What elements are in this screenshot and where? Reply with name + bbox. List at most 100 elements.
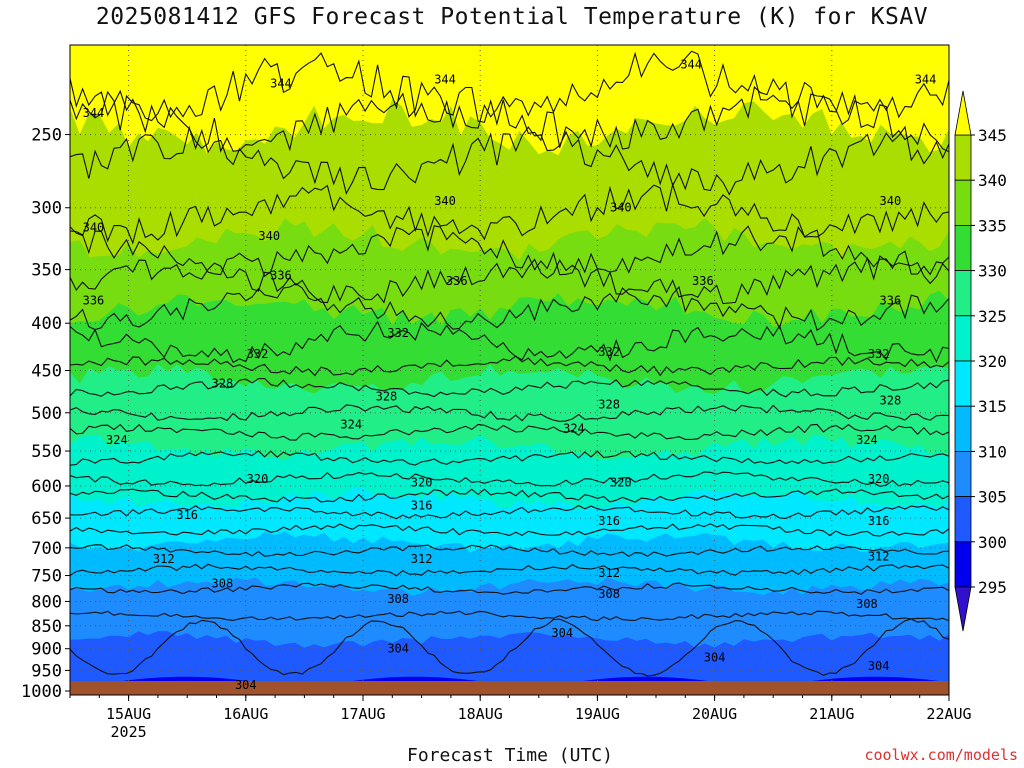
colorbar-label-295: 295 [978, 578, 1007, 597]
contour-label-328: 328 [212, 377, 234, 391]
y-tick-label-350: 350 [31, 261, 62, 281]
contour-label-328: 328 [598, 398, 620, 412]
contour-label-344: 344 [83, 106, 105, 120]
contour-label-324: 324 [856, 433, 878, 447]
contour-324 [70, 423, 949, 441]
colorbar-label-340: 340 [978, 171, 1007, 190]
contour-labels: 344 344 344 344 344 340 340 340 340 340 336 336 336 3… [83, 58, 937, 692]
contour-label-340: 340 [880, 194, 902, 208]
contour-label-308: 308 [387, 592, 409, 606]
contour-label-340: 340 [434, 194, 456, 208]
contour-label-316: 316 [176, 508, 198, 522]
source-credit[interactable]: coolwx.com/models [864, 746, 1018, 764]
colorbar-label-310: 310 [978, 442, 1007, 461]
contour-332 [70, 320, 949, 364]
colorbar-label-335: 335 [978, 216, 1007, 235]
y-axis: 250 300 350 400 450 500 550 600 650 700 750 800 850 9… [21, 126, 70, 702]
contour-lines [70, 50, 949, 677]
contour-label-312: 312 [868, 549, 890, 563]
contour-label-328: 328 [376, 389, 398, 403]
contour-306 [70, 610, 949, 622]
colorbar-label-300: 300 [978, 533, 1007, 552]
contour-label-320: 320 [610, 476, 632, 490]
contour-label-304: 304 [235, 678, 257, 692]
contour-label-320: 320 [868, 472, 890, 486]
contour-label-304: 304 [868, 659, 890, 673]
contour-label-324: 324 [106, 433, 128, 447]
y-tick-label-900: 900 [31, 640, 62, 660]
contour-label-308: 308 [598, 587, 620, 601]
colorbar-band-325 [954, 270, 972, 317]
contour-label-340: 340 [258, 229, 280, 243]
contour-304 [70, 618, 949, 677]
colorbar-over-arrow [954, 90, 972, 136]
contour-label-344: 344 [434, 73, 456, 87]
colorbar-label-315: 315 [978, 397, 1007, 416]
contour-314 [70, 523, 949, 537]
contour-label-320: 320 [411, 476, 433, 490]
contour-label-336: 336 [880, 294, 902, 308]
contour-312 [70, 544, 949, 557]
contour-label-304: 304 [551, 626, 573, 640]
contour-label-320: 320 [247, 472, 269, 486]
colorbar-band-340 [954, 134, 972, 181]
grid-lines [70, 45, 949, 695]
x-tick-label-22AUG: 22AUG [926, 705, 971, 723]
ground-surface [70, 681, 949, 695]
contour-330 [70, 355, 949, 377]
colorbar-band-300 [954, 496, 972, 543]
colorbar-band-335 [954, 179, 972, 226]
contour-316 [70, 504, 949, 520]
contour-label-316: 316 [598, 514, 620, 528]
contour-label-312: 312 [411, 552, 433, 566]
contour-label-312: 312 [598, 566, 620, 580]
contour-334 [70, 283, 949, 332]
x-tick-label-21AUG: 21AUG [809, 705, 854, 723]
colorbar-label-320: 320 [978, 352, 1007, 371]
contour-label-304: 304 [704, 651, 726, 665]
colorbar-band-320 [954, 315, 972, 362]
contour-label-336: 336 [83, 294, 105, 308]
y-tick-label-400: 400 [31, 314, 62, 334]
x-tick-label-17AUG: 17AUG [340, 705, 385, 723]
contour-label-332: 332 [247, 347, 269, 361]
colorbar-label-305: 305 [978, 488, 1007, 507]
contour-320 [70, 471, 949, 487]
y-tick-label-700: 700 [31, 539, 62, 559]
contour-336 [70, 255, 949, 305]
contour-label-332: 332 [868, 347, 890, 361]
y-tick-label-550: 550 [31, 442, 62, 462]
colorbar: 345 340 335 330 325 320 315 310 305 300 295 [954, 90, 1007, 632]
contour-322 [70, 450, 949, 466]
contour-label-344: 344 [915, 73, 937, 87]
x-tick-label-19AUG: 19AUG [575, 705, 620, 723]
y-tick-label-750: 750 [31, 567, 62, 587]
chart-title: 2025081412 GFS Forecast Potential Temper… [95, 4, 929, 30]
contour-label-308: 308 [212, 576, 234, 590]
colorbar-label-325: 325 [978, 307, 1007, 326]
contour-328 [70, 377, 949, 398]
color-fill-bands [70, 45, 949, 695]
contour-340 [70, 182, 949, 245]
y-tick-label-500: 500 [31, 404, 62, 424]
contour-label-304: 304 [387, 642, 409, 656]
contour-344 [70, 77, 949, 153]
contour-label-332: 332 [598, 345, 620, 359]
colorbar-band-330 [954, 224, 972, 271]
contour-310 [70, 563, 949, 577]
contour-346 [70, 50, 949, 131]
y-tick-label-1000: 1000 [21, 682, 62, 702]
y-tick-label-450: 450 [31, 361, 62, 381]
contour-308 [70, 582, 949, 595]
x-axis-title: Forecast Time (UTC) [407, 745, 613, 766]
contour-label-324: 324 [563, 422, 585, 436]
contour-label-340: 340 [610, 201, 632, 215]
colorbar-label-345: 345 [978, 126, 1007, 145]
colorbar-label-330: 330 [978, 262, 1007, 281]
band-300-305 [70, 631, 949, 695]
contour-label-344: 344 [680, 58, 702, 72]
contour-label-308: 308 [856, 597, 878, 611]
y-tick-label-250: 250 [31, 126, 62, 146]
